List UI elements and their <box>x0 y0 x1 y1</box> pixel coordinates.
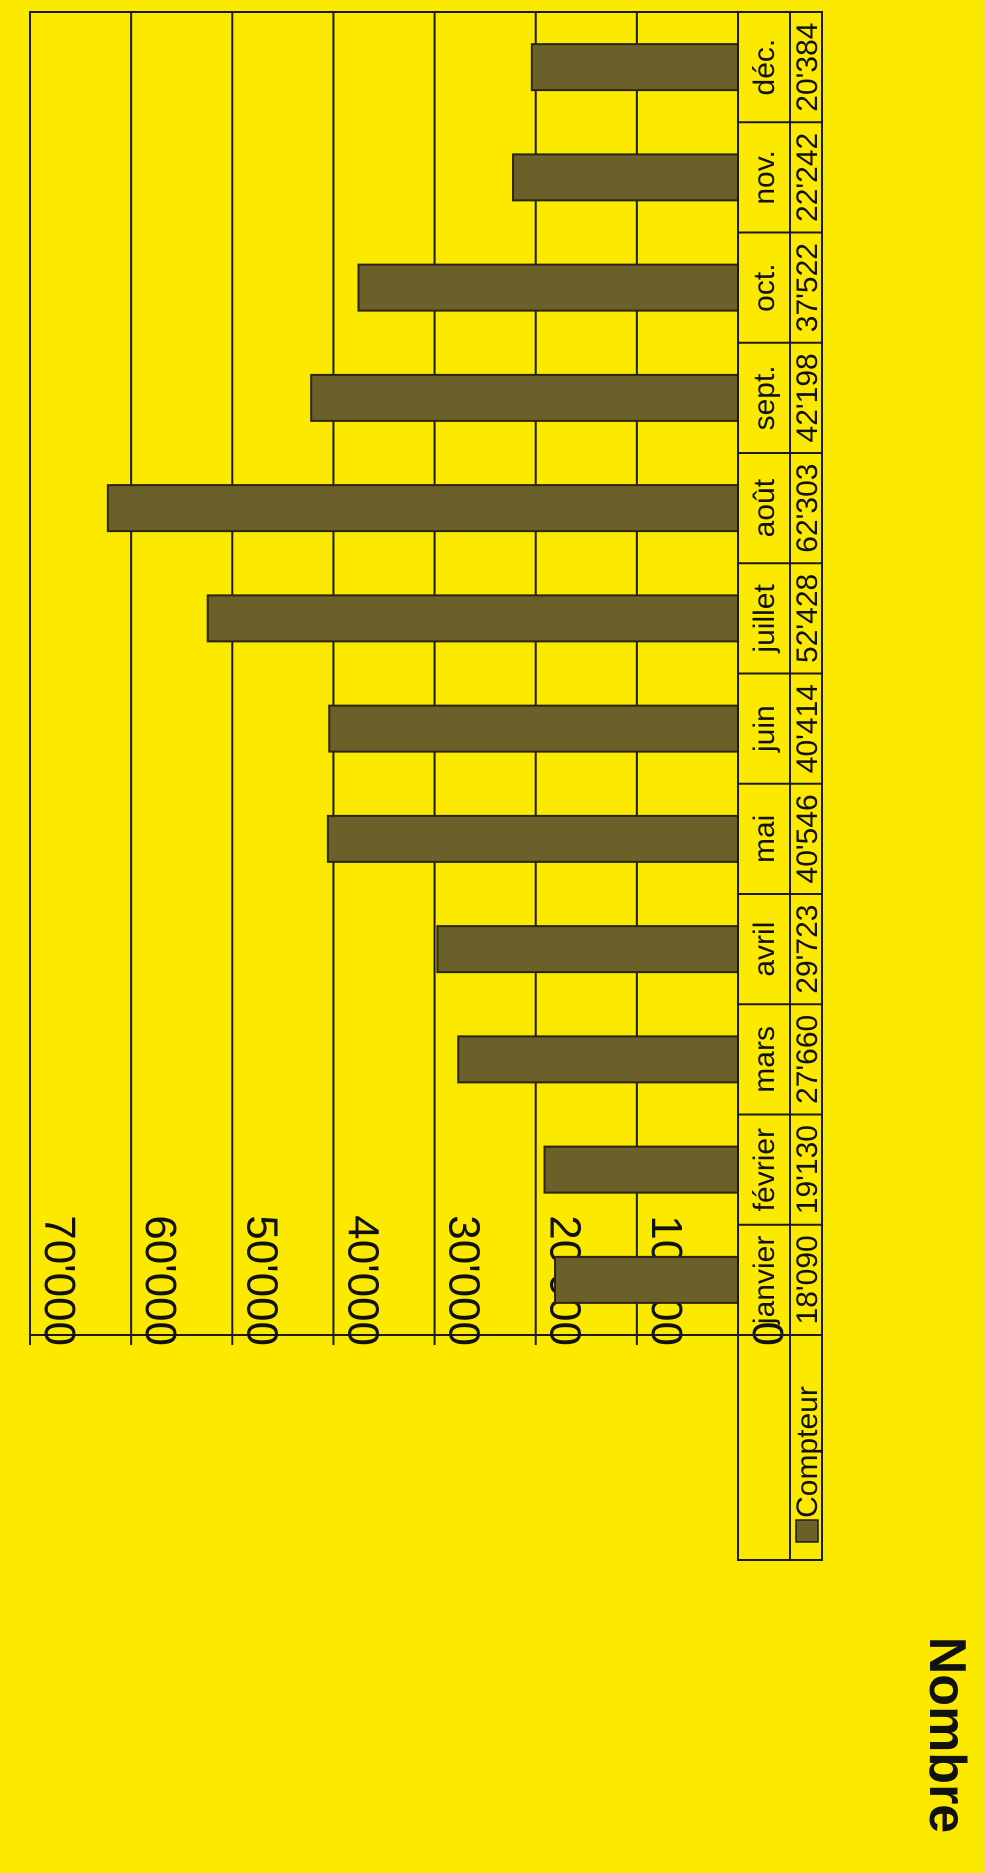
bar-4 <box>326 814 739 863</box>
data-label: 40'414 <box>791 684 824 773</box>
bar-8 <box>310 373 739 422</box>
category-label: nov. <box>748 150 781 204</box>
legend-series-name: Compteur <box>791 1386 824 1518</box>
category-label: janvier <box>748 1236 781 1325</box>
bar-10 <box>512 153 740 202</box>
data-label: 42'198 <box>791 353 824 442</box>
data-label: 19'130 <box>791 1125 824 1214</box>
bar-0 <box>554 1255 740 1304</box>
bar-6 <box>206 594 740 643</box>
data-label: 37'522 <box>791 243 824 332</box>
bar-9 <box>357 263 739 312</box>
y-axis-label: Nombre <box>918 1637 976 1833</box>
category-label: oct. <box>748 263 781 311</box>
category-label: août <box>748 478 781 537</box>
data-label: 22'242 <box>791 133 824 222</box>
y-tick-label: 0 <box>743 1322 792 1346</box>
category-label: avril <box>748 922 781 977</box>
bar-1 <box>543 1145 740 1194</box>
bar-3 <box>436 925 739 974</box>
data-label: 52'428 <box>791 574 824 663</box>
legend-swatch <box>795 1519 819 1543</box>
category-label: mai <box>748 815 781 863</box>
category-label: sept. <box>748 365 781 430</box>
data-label: 20'384 <box>791 23 824 112</box>
category-label: février <box>748 1128 781 1211</box>
plot-area <box>29 11 739 1336</box>
y-tick-label: 70'000 <box>35 1215 84 1346</box>
y-tick-label: 50'000 <box>237 1215 286 1346</box>
y-tick-label: 60'000 <box>136 1215 185 1346</box>
bar-7 <box>106 484 739 533</box>
bar-11 <box>530 43 739 92</box>
bar-5 <box>328 704 739 753</box>
data-label: 62'303 <box>791 464 824 553</box>
data-label: 27'660 <box>791 1015 824 1104</box>
data-label: 18'090 <box>791 1235 824 1324</box>
y-tick-label: 40'000 <box>338 1215 387 1346</box>
y-tick-label: 30'000 <box>440 1215 489 1346</box>
category-label: déc. <box>748 39 781 96</box>
bar-2 <box>457 1035 739 1084</box>
data-label: 40'546 <box>791 794 824 883</box>
category-label: mars <box>748 1026 781 1093</box>
category-label: juillet <box>748 584 781 654</box>
category-label: juin <box>748 705 781 753</box>
data-label: 29'723 <box>791 905 824 994</box>
